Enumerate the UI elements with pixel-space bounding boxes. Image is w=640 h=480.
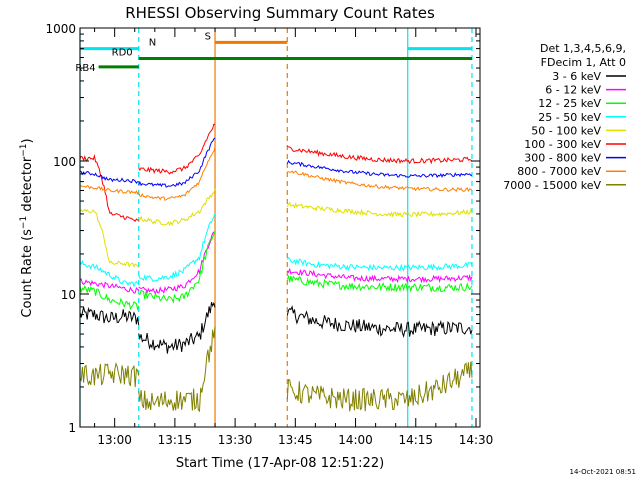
flag-label: S <box>205 31 211 42</box>
x-tick-label: 13:00 <box>97 433 132 447</box>
x-tick-label: 13:30 <box>218 433 253 447</box>
x-tick-label: 14:15 <box>398 433 433 447</box>
axes: 1 10 100 1000 13:00 13:15 13:30 13:45 14:00 14:15… <box>45 22 493 447</box>
series-line <box>79 137 473 188</box>
flag-label: N <box>149 38 156 49</box>
series-line <box>79 146 473 201</box>
legend: Det 1,3,4,5,6,9, FDecim 1, Att 0 3 - 6 k… <box>503 42 626 192</box>
legend-header-line-2: FDecim 1, Att 0 <box>541 56 626 69</box>
x-tick-label: 13:45 <box>278 433 313 447</box>
y-tick-label: 10 <box>61 288 76 302</box>
flag-label: RD0 <box>112 47 133 58</box>
x-tick-label: 14:30 <box>459 433 494 447</box>
series-line <box>79 188 473 268</box>
timestamp: 14-Oct-2021 08:51 <box>570 468 636 476</box>
series-line <box>79 231 473 312</box>
legend-entry-label: 800 - 7000 keV <box>517 165 601 178</box>
flag-bars: N S RD0 RB4 <box>75 31 472 74</box>
legend-entry-label: 100 - 300 keV <box>524 138 601 151</box>
plot-frame <box>79 27 481 428</box>
series-line <box>79 231 473 295</box>
x-axis-label: Start Time (17-Apr-08 12:51:22) <box>176 456 384 471</box>
flag-label: RB4 <box>75 63 95 74</box>
x-tick-label: 14:00 <box>338 433 373 447</box>
legend-entry-label: 6 - 12 keV <box>545 84 601 97</box>
x-tick-label: 13:15 <box>158 433 193 447</box>
chart-title: RHESSI Observing Summary Count Rates <box>125 4 435 22</box>
legend-entry-label: 50 - 100 keV <box>531 124 601 137</box>
series-line <box>79 213 473 288</box>
data-series <box>79 123 473 413</box>
legend-entry-label: 25 - 50 keV <box>538 111 601 124</box>
legend-header-line-1: Det 1,3,4,5,6,9, <box>540 42 626 55</box>
y-tick-label: 1000 <box>45 22 76 36</box>
series-line <box>79 123 473 222</box>
legend-entry-label: 12 - 25 keV <box>538 97 601 110</box>
series-line <box>79 301 473 354</box>
series-line <box>79 326 473 413</box>
legend-entry-label: 7000 - 15000 keV <box>503 179 601 192</box>
y-tick-label: 100 <box>53 155 76 169</box>
legend-entry-label: 300 - 800 keV <box>524 152 601 165</box>
y-axis-label: Count Rate (s−1 detector−1) <box>19 138 35 317</box>
legend-entry-label: 3 - 6 keV <box>552 70 601 83</box>
y-tick-label: 1 <box>68 421 76 435</box>
